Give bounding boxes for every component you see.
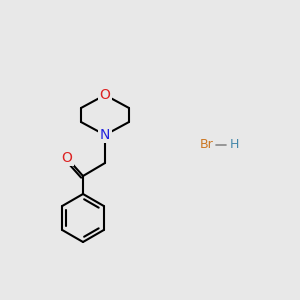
Text: N: N — [100, 128, 110, 142]
Text: Br: Br — [200, 139, 214, 152]
Text: H: H — [230, 139, 239, 152]
Text: O: O — [61, 151, 72, 165]
Text: O: O — [100, 88, 110, 102]
